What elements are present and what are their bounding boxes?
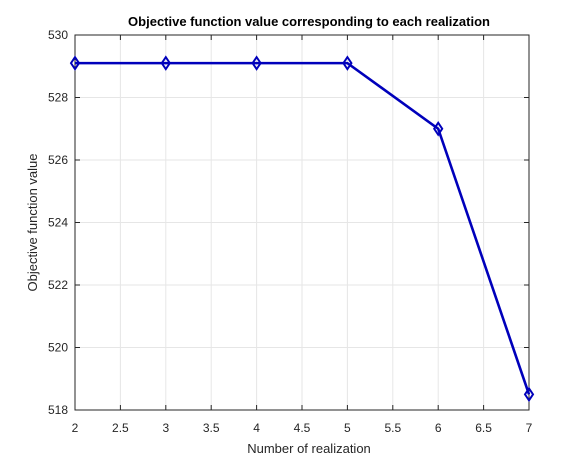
x-tick-label: 6.5 [475, 421, 492, 435]
y-tick-label: 518 [48, 403, 68, 417]
x-axis-label: Number of realization [247, 441, 371, 456]
y-tick-label: 530 [48, 28, 68, 42]
x-tick-label: 2 [72, 421, 79, 435]
x-tick-label: 4.5 [294, 421, 311, 435]
y-tick-label: 526 [48, 153, 68, 167]
y-axis-label: Objective function value [25, 153, 40, 291]
data-point-marker [251, 55, 262, 71]
x-tick-label: 5 [344, 421, 351, 435]
x-tick-label: 3 [162, 421, 169, 435]
x-tick-label: 3.5 [203, 421, 220, 435]
chart-title: Objective function value corresponding t… [128, 14, 490, 29]
data-point-marker [342, 55, 353, 71]
data-point-marker [523, 386, 535, 403]
x-tick-label: 6 [435, 421, 442, 435]
data-point-marker [432, 120, 444, 137]
y-tick-label: 520 [48, 341, 68, 355]
x-tick-label: 5.5 [384, 421, 401, 435]
y-tick-label: 524 [48, 216, 68, 230]
x-tick-label: 7 [526, 421, 533, 435]
data-point-marker [160, 55, 172, 71]
axis-ticks: 2 2.5 3 3.5 4 4.5 5 5.5 6 6.5 7 518 520 522 524 526 528 5… [48, 28, 533, 435]
y-tick-label: 522 [48, 278, 68, 292]
x-tick-label: 2.5 [112, 421, 129, 435]
series-layer [69, 55, 535, 403]
series-line [75, 61, 531, 395]
y-tick-label: 528 [48, 91, 68, 105]
x-tick-label: 4 [253, 421, 260, 435]
data-point-marker [69, 55, 81, 71]
